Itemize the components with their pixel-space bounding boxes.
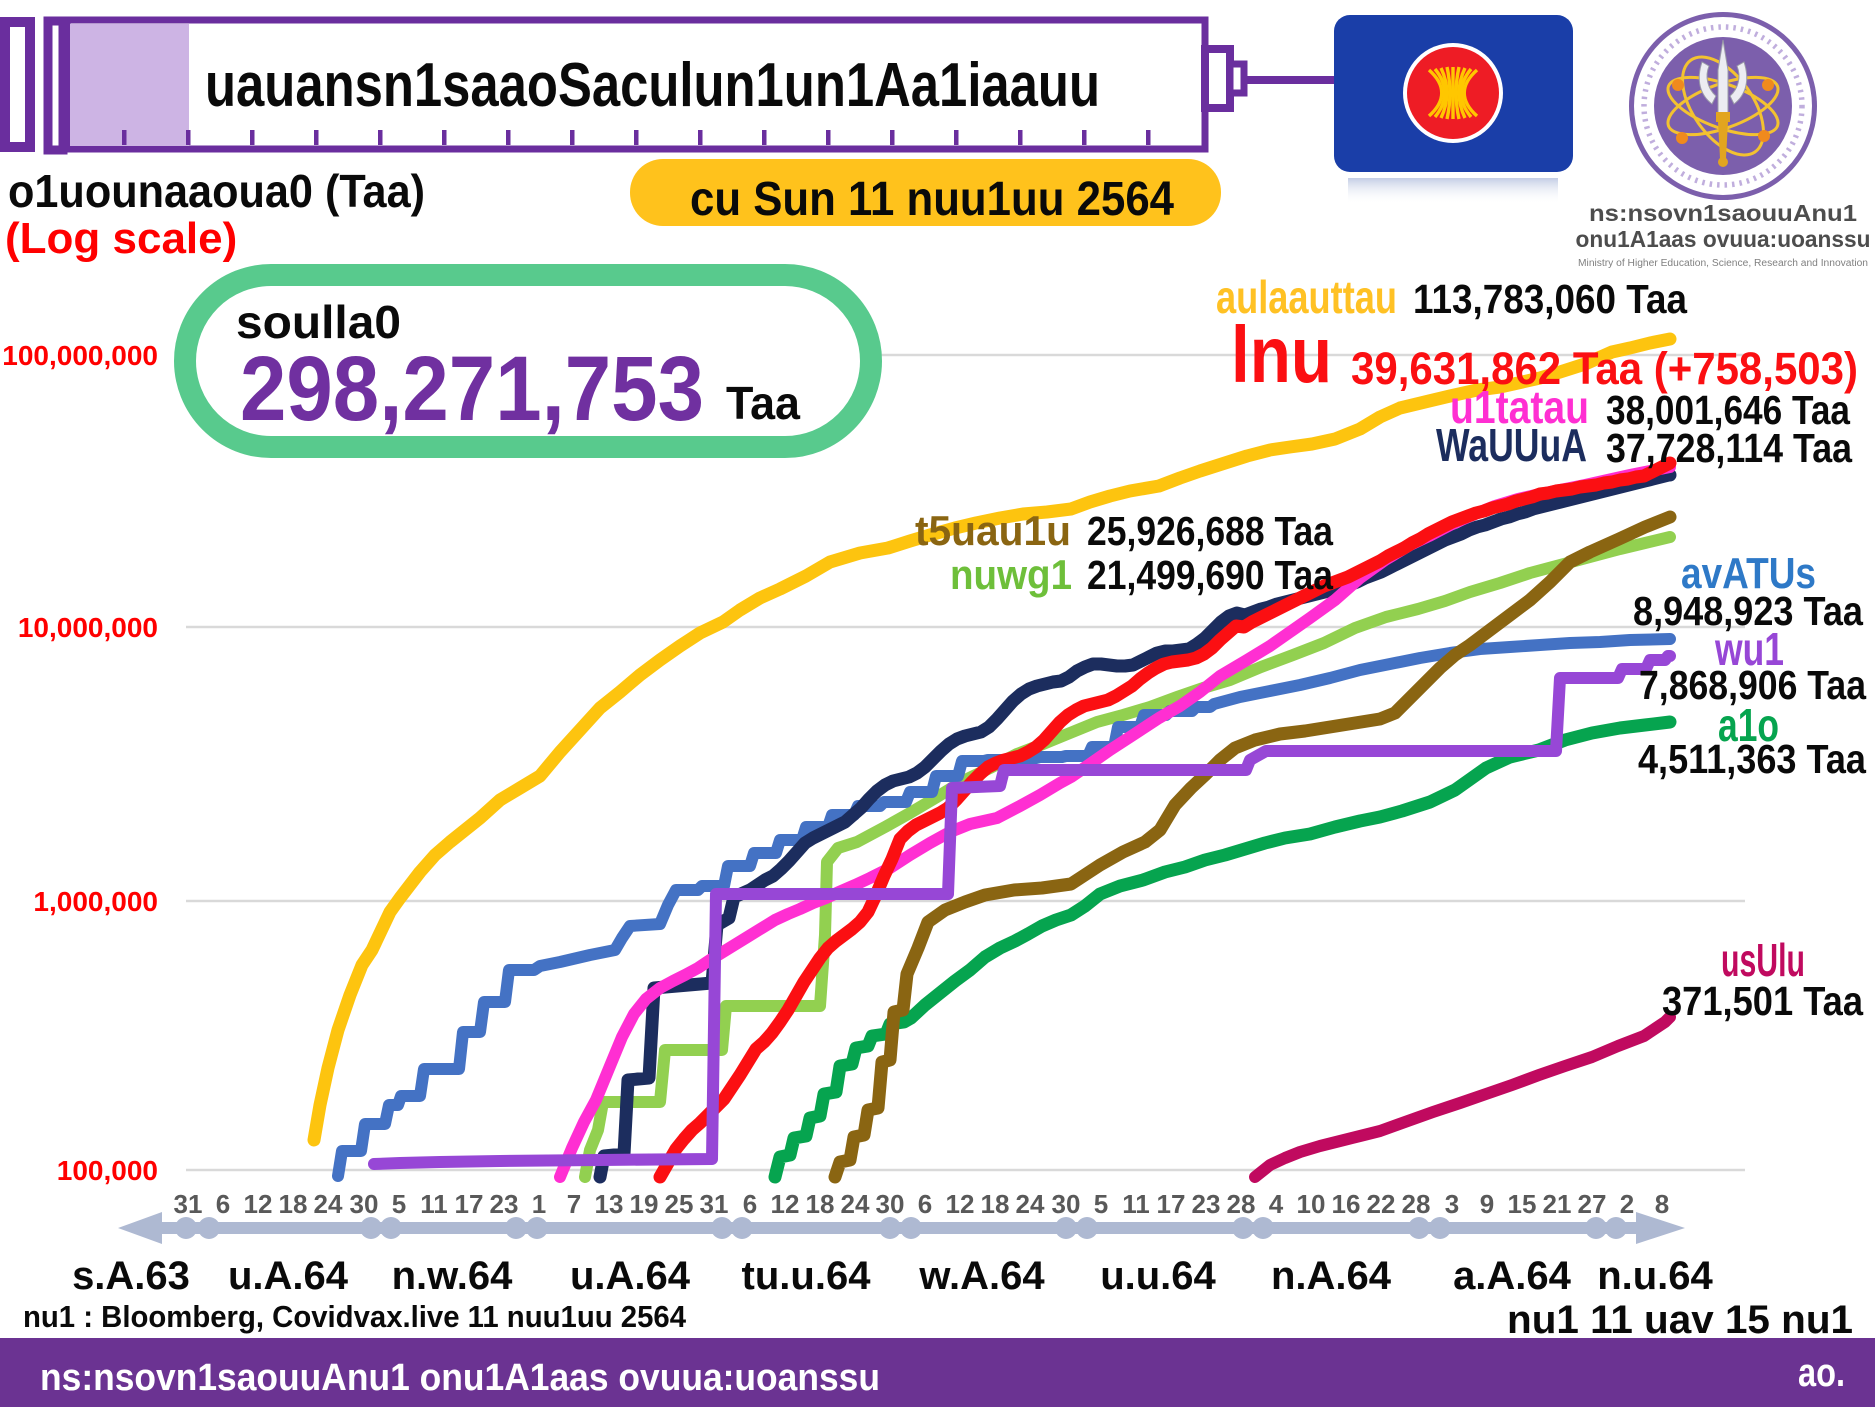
svg-text:6: 6	[743, 1189, 757, 1219]
svg-text:7,868,906 Taa: 7,868,906 Taa	[1639, 662, 1867, 708]
svg-text:avATUs: avATUs	[1681, 549, 1816, 598]
svg-text:21: 21	[1543, 1189, 1572, 1219]
svg-text:6: 6	[216, 1189, 230, 1219]
svg-text:31: 31	[700, 1189, 729, 1219]
svg-text:2: 2	[1620, 1189, 1634, 1219]
svg-text:22: 22	[1367, 1189, 1396, 1219]
svg-text:24: 24	[841, 1189, 870, 1219]
svg-text:100,000: 100,000	[57, 1155, 158, 1186]
svg-text:ns:nsovn1saouuAnu1 onu1A1aas o: ns:nsovn1saouuAnu1 onu1A1aas ovuua:uoans…	[40, 1357, 880, 1399]
svg-text:21,499,690 Taa: 21,499,690 Taa	[1087, 552, 1334, 598]
svg-text:11: 11	[420, 1189, 448, 1219]
svg-text:n.u.64: n.u.64	[1597, 1254, 1713, 1298]
svg-text:5: 5	[392, 1189, 406, 1219]
svg-text:25,926,688 Taa: 25,926,688 Taa	[1087, 508, 1334, 554]
svg-text:soulla0: soulla0	[236, 296, 401, 348]
svg-text:s.A.63: s.A.63	[72, 1254, 190, 1298]
svg-text:u.A.64: u.A.64	[570, 1254, 691, 1298]
svg-text:38,001,646 Taa: 38,001,646 Taa	[1606, 387, 1851, 433]
svg-text:6: 6	[918, 1189, 932, 1219]
svg-text:aulaauttau: aulaauttau	[1216, 271, 1397, 323]
svg-text:1: 1	[532, 1189, 546, 1219]
svg-text:5: 5	[1094, 1189, 1108, 1219]
svg-text:4,511,363 Taa: 4,511,363 Taa	[1638, 736, 1867, 782]
svg-text:31: 31	[174, 1189, 203, 1219]
svg-text:7: 7	[567, 1189, 581, 1219]
svg-text:WaUUuA: WaUUuA	[1436, 419, 1587, 471]
svg-text:(Log scale): (Log scale)	[5, 214, 237, 263]
svg-text:ns:nsovn1saouuAnu1: ns:nsovn1saouuAnu1	[1589, 200, 1857, 226]
svg-text:a.A.64: a.A.64	[1453, 1254, 1572, 1298]
svg-text:12: 12	[946, 1189, 975, 1219]
svg-text:18: 18	[981, 1189, 1010, 1219]
svg-text:12: 12	[244, 1189, 273, 1219]
svg-text:11: 11	[1122, 1189, 1150, 1219]
svg-text:wu1: wu1	[1714, 623, 1784, 675]
svg-text:16: 16	[1332, 1189, 1361, 1219]
svg-text:12: 12	[771, 1189, 800, 1219]
svg-text:cu Sun 11 nuu1uu 2564: cu Sun 11 nuu1uu 2564	[690, 173, 1174, 226]
svg-text:10: 10	[1297, 1189, 1326, 1219]
svg-text:13: 13	[595, 1189, 624, 1219]
svg-text:ao.: ao.	[1798, 1351, 1845, 1395]
svg-text:w.A.64: w.A.64	[918, 1254, 1045, 1298]
svg-text:18: 18	[806, 1189, 835, 1219]
svg-text:37,728,114 Taa: 37,728,114 Taa	[1606, 425, 1853, 471]
svg-text:8,948,923 Taa: 8,948,923 Taa	[1633, 588, 1864, 634]
svg-text:30: 30	[1052, 1189, 1081, 1219]
svg-text:8: 8	[1655, 1189, 1669, 1219]
svg-text:nu1 : Bloomberg, Covidvax.live: nu1 : Bloomberg, Covidvax.live 11 nuu1uu…	[23, 1299, 687, 1334]
svg-text:u.A.64: u.A.64	[228, 1254, 349, 1298]
svg-text:28: 28	[1402, 1189, 1431, 1219]
svg-text:371,501 Taa: 371,501 Taa	[1662, 978, 1864, 1024]
svg-text:19: 19	[630, 1189, 659, 1219]
svg-text:27: 27	[1578, 1189, 1607, 1219]
svg-text:15: 15	[1508, 1189, 1537, 1219]
svg-text:24: 24	[1016, 1189, 1045, 1219]
svg-text:25: 25	[665, 1189, 694, 1219]
svg-text:9: 9	[1480, 1189, 1494, 1219]
svg-text:onu1A1aas ovuua:uoanssu: onu1A1aas ovuua:uoanssu	[1576, 226, 1871, 252]
svg-text:usUlu: usUlu	[1721, 934, 1805, 986]
svg-text:Ministry of Higher Education,: Ministry of Higher Education, Science, R…	[1578, 258, 1868, 269]
svg-text:298,271,753: 298,271,753	[240, 338, 704, 440]
svg-text:100,000,000: 100,000,000	[2, 340, 158, 371]
svg-text:23: 23	[490, 1189, 519, 1219]
svg-text:n.w.64: n.w.64	[392, 1254, 514, 1298]
svg-text:nuwg1: nuwg1	[950, 551, 1072, 598]
svg-text:n.A.64: n.A.64	[1271, 1254, 1392, 1298]
svg-text:30: 30	[350, 1189, 379, 1219]
svg-text:23: 23	[1192, 1189, 1221, 1219]
svg-text:u.u.64: u.u.64	[1100, 1254, 1216, 1298]
svg-text:3: 3	[1445, 1189, 1459, 1219]
svg-text:nu1 11 uav 15 nu1: nu1 11 uav 15 nu1	[1507, 1298, 1853, 1342]
svg-text:113,783,060 Taa: 113,783,060 Taa	[1413, 276, 1688, 322]
svg-text:uauansn1saaoSaculun1un1Aa1iaau: uauansn1saaoSaculun1un1Aa1iaauu	[205, 51, 1100, 120]
svg-text:lnu: lnu	[1231, 310, 1332, 399]
svg-text:t5uau1u: t5uau1u	[915, 507, 1071, 554]
svg-text:u1tatau: u1tatau	[1450, 381, 1589, 433]
svg-text:10,000,000: 10,000,000	[18, 612, 158, 643]
svg-text:a1o: a1o	[1718, 699, 1779, 751]
svg-text:28: 28	[1227, 1189, 1256, 1219]
svg-text:o1uounaaoua0 (Taa): o1uounaaoua0 (Taa)	[8, 165, 425, 217]
svg-text:17: 17	[1157, 1189, 1186, 1219]
svg-text:39,631,862 Taa (+758,503): 39,631,862 Taa (+758,503)	[1351, 343, 1858, 394]
svg-text:24: 24	[314, 1189, 343, 1219]
svg-text:17: 17	[455, 1189, 484, 1219]
svg-text:18: 18	[279, 1189, 308, 1219]
svg-text:4: 4	[1269, 1189, 1284, 1219]
svg-text:1,000,000: 1,000,000	[33, 886, 158, 917]
svg-text:30: 30	[876, 1189, 905, 1219]
svg-text:tu.u.64: tu.u.64	[742, 1254, 872, 1298]
svg-text:Taa: Taa	[726, 377, 800, 429]
